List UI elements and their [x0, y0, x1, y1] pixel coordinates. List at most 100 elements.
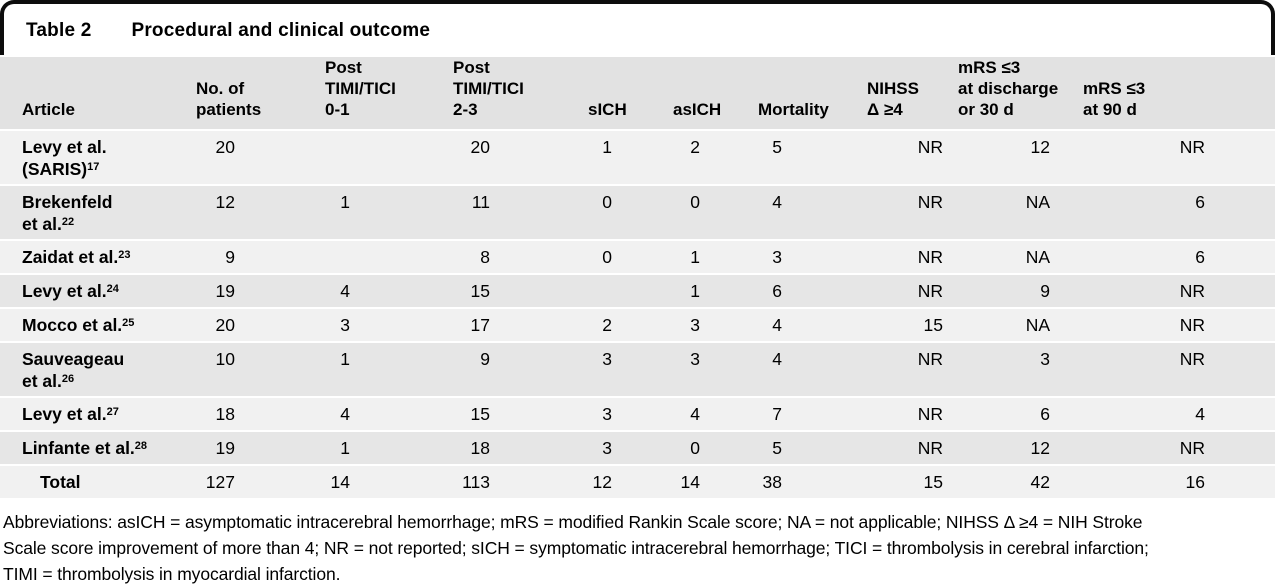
- value-cell-post-timi-tici-0-1: [325, 241, 453, 273]
- value-cell-post-timi-tici-2-3: 18: [470, 438, 490, 458]
- value-cell-mrs-le-3-discharge-30d: 42: [1030, 472, 1050, 492]
- value-cell-no-of-patients: 20: [215, 315, 235, 335]
- value-cell-sich: 0: [602, 192, 612, 212]
- value-cell-mrs-le-3-90d: NR: [1179, 438, 1205, 458]
- value-cell-asich: 1: [690, 247, 700, 267]
- value-cell-nihss-delta-ge-4: 15: [923, 315, 943, 335]
- value-cell-mrs-le-3-discharge-30d: 12: [1030, 438, 1050, 458]
- value-cell-no-of-patients: 18: [215, 404, 235, 424]
- article-name: Brekenfeld et al.: [22, 192, 113, 234]
- value-cell-mortality: 4: [772, 192, 782, 212]
- value-cell-post-timi-tici-0-1: 4: [340, 404, 350, 424]
- table-body: Levy et al. (SARIS)17 20 20 1 2 5 NR 12 NR Breken…: [0, 131, 1275, 498]
- value-cell-nihss-delta-ge-4: NR: [917, 137, 943, 157]
- reference-superscript: 17: [87, 161, 100, 173]
- value-cell-sich: 2: [602, 315, 612, 335]
- value-cell-asich: 1: [690, 281, 700, 301]
- value-cell-sich: 12: [592, 472, 612, 492]
- header-asich: asICH: [673, 100, 722, 119]
- value-cell-mortality: 38: [762, 472, 782, 492]
- value-cell-post-timi-tici-2-3: 9: [480, 349, 490, 369]
- article-cell: Mocco et al.25: [0, 309, 196, 341]
- value-cell-post-timi-tici-2-3: 8: [480, 247, 490, 267]
- value-cell-post-timi-tici-0-1: [325, 131, 453, 184]
- reference-superscript: 26: [61, 373, 75, 385]
- value-cell-nihss-delta-ge-4: 15: [923, 472, 943, 492]
- table-number: Table 2: [26, 19, 92, 41]
- value-cell-no-of-patients: 9: [225, 247, 235, 267]
- header-post-timi-tici-2-3: Post TIMI/TICI 2-3: [453, 58, 524, 119]
- value-cell-post-timi-tici-2-3: 20: [470, 137, 490, 157]
- table-row: Levy et al.24 19 4 15 1 6 NR 9 NR: [0, 275, 1275, 307]
- value-cell-mrs-le-3-discharge-30d: 12: [1030, 137, 1050, 157]
- reference-superscript: 22: [61, 216, 75, 228]
- value-cell-mortality: 5: [772, 137, 782, 157]
- header-mortality: Mortality: [758, 100, 829, 119]
- value-cell-no-of-patients: 10: [215, 349, 235, 369]
- value-cell-no-of-patients: 19: [215, 281, 235, 301]
- value-cell-sich: 0: [602, 247, 612, 267]
- value-cell-no-of-patients: 12: [215, 192, 235, 212]
- article-name: Sauveageau et al.: [22, 349, 125, 391]
- value-cell-mortality: 6: [772, 281, 782, 301]
- value-cell-mrs-le-3-90d: 16: [1185, 472, 1205, 492]
- value-cell-mortality: 4: [772, 315, 782, 335]
- value-cell-asich: 2: [690, 137, 700, 157]
- header-mrs-le-3-discharge-30d: mRS ≤3 at discharge or 30 d: [958, 58, 1059, 119]
- reference-superscript: 24: [106, 283, 119, 295]
- value-cell-mrs-le-3-discharge-30d: NA: [1025, 315, 1050, 335]
- value-cell-mrs-le-3-90d: 6: [1195, 247, 1205, 267]
- reference-superscript: 25: [122, 317, 135, 329]
- article-cell: Sauveageau et al.26: [0, 343, 196, 396]
- value-cell-post-timi-tici-0-1: 1: [340, 349, 350, 369]
- value-cell-sich: [588, 275, 673, 307]
- value-cell-mrs-le-3-discharge-30d: NA: [1025, 192, 1050, 212]
- value-cell-mrs-le-3-discharge-30d: 9: [1040, 281, 1050, 301]
- value-cell-nihss-delta-ge-4: NR: [917, 281, 943, 301]
- value-cell-sich: 3: [602, 349, 612, 369]
- article-cell: Levy et al.27: [0, 398, 196, 430]
- article-cell: Levy et al. (SARIS)17: [0, 131, 196, 184]
- article-name: Total: [40, 472, 81, 492]
- value-cell-nihss-delta-ge-4: NR: [917, 192, 943, 212]
- value-cell-mrs-le-3-90d: NR: [1179, 137, 1205, 157]
- value-cell-asich: 3: [690, 315, 700, 335]
- value-cell-post-timi-tici-0-1: 1: [340, 192, 350, 212]
- header-post-timi-tici-0-1: Post TIMI/TICI 0-1: [325, 58, 396, 119]
- article-name: Linfante et al.: [22, 438, 135, 458]
- reference-superscript: 23: [118, 249, 131, 261]
- header-row: Article No. of patients Post TIMI/TICI 0-1…: [0, 57, 1275, 129]
- article-cell: Brekenfeld et al.22: [0, 186, 196, 239]
- value-cell-mrs-le-3-discharge-30d: 3: [1040, 349, 1050, 369]
- value-cell-mortality: 7: [772, 404, 782, 424]
- article-name: Levy et al. (SARIS): [22, 137, 107, 179]
- value-cell-nihss-delta-ge-4: NR: [917, 247, 943, 267]
- value-cell-mrs-le-3-discharge-30d: NA: [1025, 247, 1050, 267]
- value-cell-mrs-le-3-discharge-30d: 6: [1040, 404, 1050, 424]
- table-titlebar: Table 2 Procedural and clinical outcome: [0, 0, 1275, 57]
- value-cell-post-timi-tici-0-1: 1: [340, 438, 350, 458]
- value-cell-sich: 1: [602, 137, 612, 157]
- value-cell-no-of-patients: 20: [215, 137, 235, 157]
- header-sich: sICH: [588, 100, 627, 119]
- value-cell-no-of-patients: 127: [205, 472, 235, 492]
- value-cell-asich: 0: [690, 438, 700, 458]
- value-cell-post-timi-tici-0-1: 14: [330, 472, 350, 492]
- value-cell-mrs-le-3-90d: NR: [1179, 349, 1205, 369]
- total-row: Total 127 14 113 12 14 38 15 42 16: [0, 466, 1275, 498]
- value-cell-mortality: 4: [772, 349, 782, 369]
- outcomes-table: Article No. of patients Post TIMI/TICI 0-1…: [0, 55, 1275, 500]
- value-cell-mortality: 5: [772, 438, 782, 458]
- article-name: Levy et al.: [22, 404, 107, 424]
- value-cell-post-timi-tici-2-3: 11: [471, 192, 490, 212]
- reference-superscript: 28: [134, 440, 148, 452]
- value-cell-no-of-patients: 19: [215, 438, 235, 458]
- value-cell-sich: 3: [602, 404, 612, 424]
- value-cell-mrs-le-3-90d: NR: [1179, 315, 1205, 335]
- table-row: Linfante et al.28 19 1 18 3 0 5 NR 12 NR: [0, 432, 1275, 464]
- article-cell: Levy et al.24: [0, 275, 196, 307]
- article-name: Levy et al.: [22, 281, 107, 301]
- value-cell-post-timi-tici-2-3: 113: [462, 472, 490, 492]
- table-row: Levy et al. (SARIS)17 20 20 1 2 5 NR 12 NR: [0, 131, 1275, 184]
- article-name: Zaidat et al.: [22, 247, 119, 267]
